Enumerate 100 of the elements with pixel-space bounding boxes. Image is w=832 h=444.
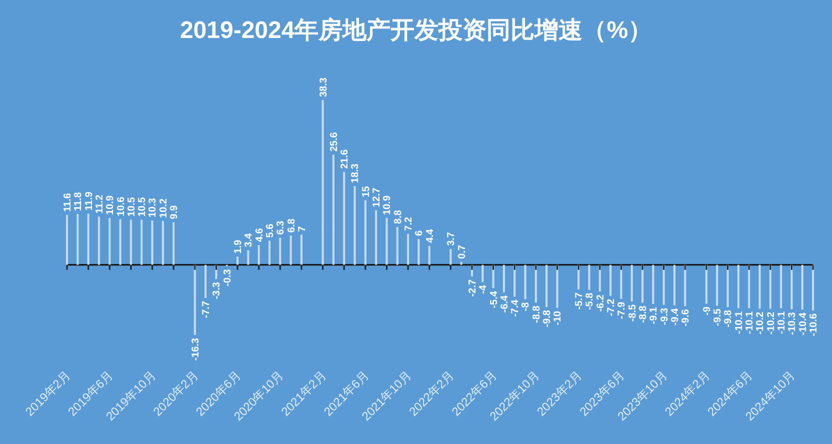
bar <box>66 214 68 265</box>
data-label: -10.4 <box>798 312 809 336</box>
data-label: 11.8 <box>73 192 84 212</box>
data-label: 11.9 <box>84 191 95 211</box>
bar <box>705 264 708 304</box>
data-label: 10.6 <box>116 196 127 216</box>
data-label: 7 <box>296 226 308 232</box>
bar <box>162 220 164 265</box>
bar <box>87 214 90 265</box>
chart-title: 2019-2024年房地产开发投资同比增速（%） <box>180 17 652 44</box>
bar <box>322 100 324 265</box>
bar <box>546 264 548 308</box>
data-label: 4.4 <box>424 228 436 243</box>
bar <box>290 236 292 265</box>
data-label: -2.7 <box>467 279 478 297</box>
bar <box>673 264 676 306</box>
data-label: -10.1 <box>776 310 788 334</box>
data-label: -10.3 <box>787 312 798 335</box>
bar <box>460 262 462 265</box>
data-label: -10.1 <box>734 310 745 334</box>
bar <box>758 264 761 309</box>
data-label: 10.3 <box>148 198 159 218</box>
data-label: -9.1 <box>648 306 660 324</box>
bar <box>780 264 782 308</box>
data-label: -7.9 <box>616 301 628 320</box>
bar <box>258 245 260 265</box>
data-label: 11.6 <box>62 192 74 212</box>
data-label: 8.8 <box>392 210 404 224</box>
data-label: 5.6 <box>264 223 276 238</box>
data-label: -8.5 <box>627 304 638 322</box>
data-label: 18.3 <box>350 163 362 184</box>
bar <box>236 256 239 265</box>
data-label: -9.3 <box>659 307 670 326</box>
data-label: 25.6 <box>328 132 340 152</box>
bar <box>524 264 526 300</box>
data-label: 12.7 <box>372 187 383 208</box>
bar <box>748 264 750 308</box>
data-label: -7.7 <box>201 300 212 318</box>
data-label: -7.4 <box>510 299 522 317</box>
data-label: 10.5 <box>137 196 148 217</box>
bar <box>610 264 612 296</box>
data-label: -3.3 <box>212 282 223 300</box>
data-label: -10.6 <box>808 313 820 336</box>
bar <box>556 264 558 308</box>
data-label: -7.2 <box>606 298 618 316</box>
bar <box>194 264 196 335</box>
data-label: 6.8 <box>286 218 298 233</box>
data-label: 4.6 <box>254 228 266 242</box>
bar <box>172 222 175 265</box>
bar <box>737 264 740 308</box>
data-label: -8.8 <box>531 305 542 323</box>
bar <box>652 264 654 304</box>
data-label: -9 <box>702 306 713 316</box>
data-label: -8 <box>520 302 532 312</box>
bar <box>268 240 270 265</box>
data-label: 10.9 <box>382 195 394 215</box>
data-label: -9.8 <box>542 310 554 328</box>
data-label: 10.2 <box>158 198 170 218</box>
bar <box>641 264 644 303</box>
data-label: -5.7 <box>574 292 586 310</box>
data-label: 11.2 <box>94 194 106 214</box>
bar <box>130 220 132 265</box>
data-label: 38.3 <box>318 77 330 97</box>
data-label: -10.2 <box>755 311 766 335</box>
bar <box>588 264 590 290</box>
data-label: 15 <box>360 186 372 198</box>
bar <box>300 234 302 265</box>
bar <box>482 264 484 282</box>
bar <box>418 239 420 265</box>
data-label: -10.1 <box>744 310 756 334</box>
bar <box>386 218 388 265</box>
bar <box>343 172 346 265</box>
data-label: -10.2 <box>766 311 777 335</box>
bar <box>801 264 804 310</box>
bar <box>502 264 505 292</box>
data-label: -4 <box>478 284 490 294</box>
data-label: -6.2 <box>595 294 606 312</box>
bar <box>396 226 398 265</box>
data-label: -9.6 <box>680 308 692 326</box>
bar <box>76 214 79 265</box>
bar <box>428 246 430 265</box>
bar <box>769 264 772 309</box>
bar <box>407 234 410 265</box>
bar <box>620 264 622 299</box>
bar <box>354 186 356 265</box>
bar <box>332 154 334 265</box>
bar <box>247 250 250 265</box>
bar <box>514 264 516 297</box>
data-label: 3.7 <box>446 232 458 246</box>
bar <box>790 264 793 310</box>
data-label: -8.8 <box>638 305 649 323</box>
bar <box>140 220 143 265</box>
data-label: -6.4 <box>499 294 510 313</box>
bar <box>450 248 452 265</box>
data-label: -9.4 <box>670 308 681 326</box>
bar <box>534 264 537 303</box>
bar <box>98 216 100 265</box>
data-label: -9.8 <box>723 310 734 328</box>
data-label: -10 <box>552 310 564 326</box>
data-label: 0.7 <box>456 244 468 259</box>
